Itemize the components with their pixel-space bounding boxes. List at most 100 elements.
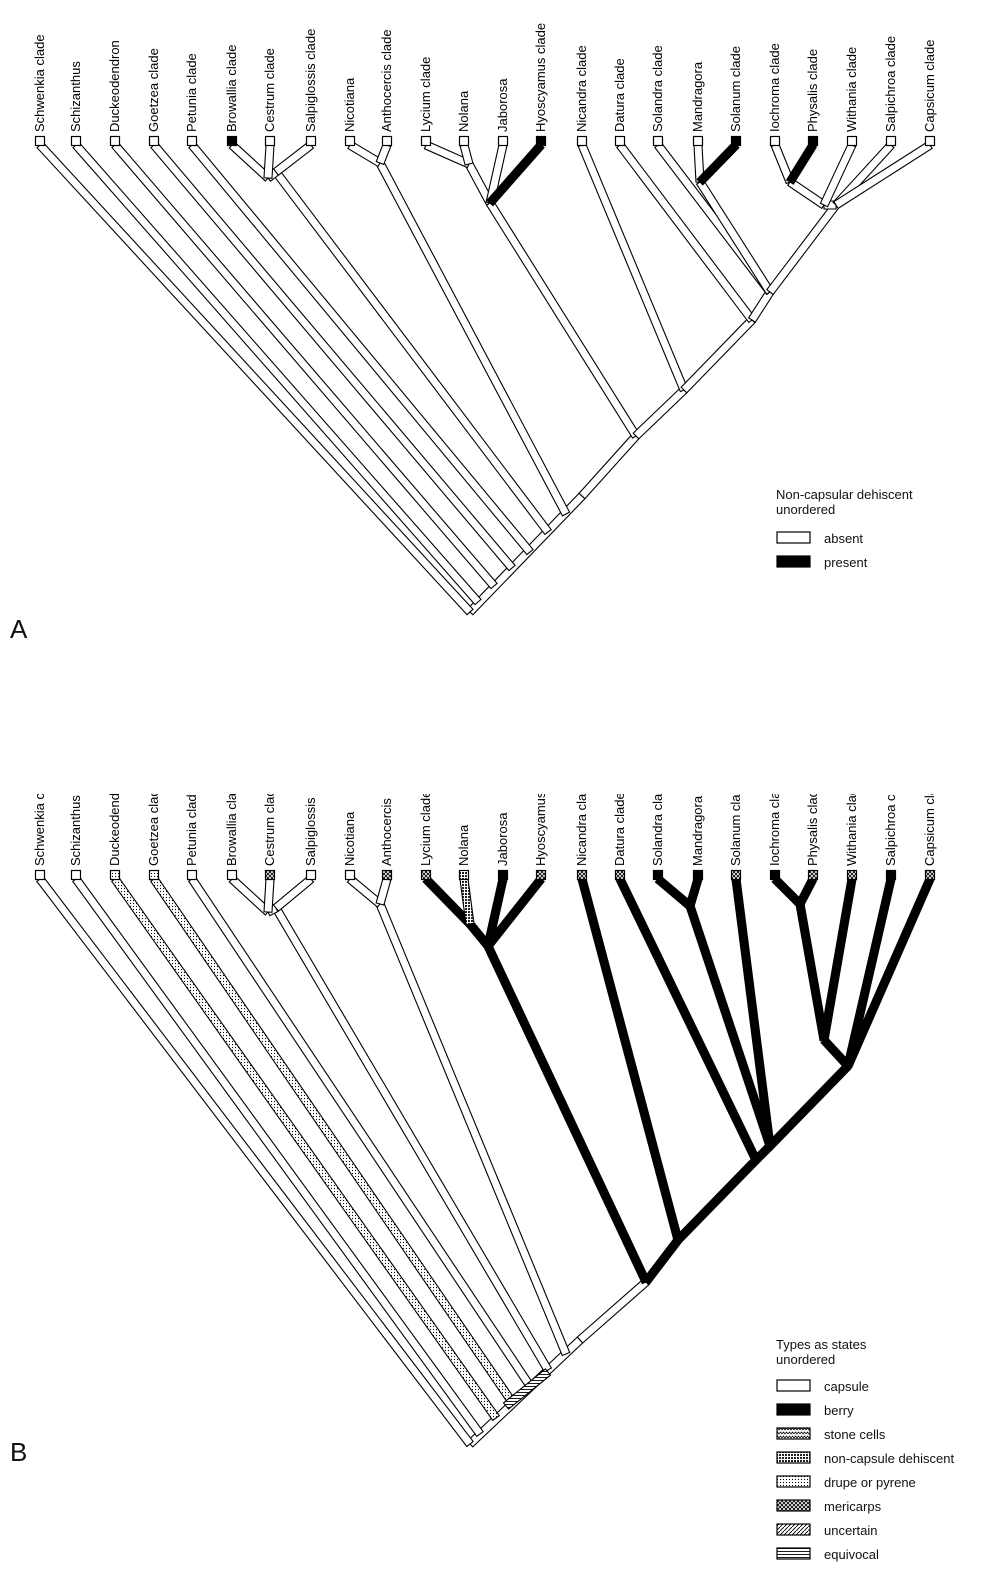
- taxon-label: Nicandra clade: [574, 794, 589, 866]
- tip-box-3: [148, 869, 160, 881]
- mandragora-stem-branch: [695, 179, 775, 295]
- petunia-branch: [188, 141, 534, 556]
- taxon-label: Browallia clade: [224, 45, 239, 132]
- legend-label: equivocal: [824, 1547, 879, 1562]
- tip-box-16: [652, 135, 664, 147]
- taxon-label: Datura clade: [612, 58, 627, 132]
- tip-box-11: [458, 135, 470, 147]
- tip-box-23: [924, 135, 936, 147]
- tip-box-6: [264, 135, 276, 147]
- legend-swatch: [776, 1523, 811, 1536]
- core-stem-branch: [576, 1278, 650, 1344]
- capsicum-stem-branch: [766, 201, 840, 296]
- taxon-label: Nicotiana: [342, 77, 357, 132]
- taxon-label: Solanum clade: [728, 46, 743, 132]
- schwenkia-branch: [36, 141, 474, 616]
- tip-box-0: [34, 869, 46, 881]
- taxon-label: Schizanthus: [68, 795, 83, 866]
- taxon-label: Salpichroa clade: [883, 36, 898, 132]
- tip-box-14: [576, 869, 588, 881]
- schizanthus-branch: [71, 875, 485, 1438]
- tip-box-16: [652, 869, 664, 881]
- taxon-label: Petunia clade: [184, 794, 199, 866]
- taxon-label: Solanum clade: [728, 794, 743, 866]
- solanoid-stem-branch: [642, 1236, 682, 1286]
- tip-box-5: [226, 135, 238, 147]
- legend-label: non-capsule dehiscent: [824, 1451, 955, 1466]
- iochroma-physalis-branch: [786, 177, 828, 210]
- tip-box-21: [846, 135, 858, 147]
- equivocal-base-hatch: [502, 1368, 552, 1410]
- cestrum-branch: [263, 144, 275, 179]
- legend-label: uncertain: [824, 1523, 878, 1538]
- solandra-stem-branch: [747, 289, 775, 323]
- taxon-label: Salpichroa clade: [883, 794, 898, 866]
- tip-box-2: [109, 135, 121, 147]
- goetzea-branch: [149, 875, 517, 1406]
- tip-box-11: [458, 869, 470, 881]
- legend-label: berry: [824, 1403, 854, 1418]
- taxon-label: Duckeodendron: [107, 794, 122, 866]
- taxon-label: Anthocercis clade: [379, 794, 394, 866]
- taxon-label: Cestrum clade: [262, 794, 277, 866]
- tip-box-20: [807, 869, 819, 881]
- tip-box-22: [885, 869, 897, 881]
- withania-branch: [819, 877, 857, 1042]
- legend-label: present: [824, 555, 868, 570]
- tip-box-2: [109, 869, 121, 881]
- taxon-label: Iochroma clade: [767, 43, 782, 132]
- datura-stem-branch: [680, 316, 756, 394]
- tip-box-3: [148, 135, 160, 147]
- browallia-branch: [228, 875, 272, 916]
- taxon-label: Capsicum clade: [922, 40, 937, 133]
- legend-swatch: [776, 1547, 811, 1560]
- lycium-branch: [423, 140, 472, 169]
- tip-box-13: [535, 135, 547, 147]
- taxon-label: Capsicum clade: [922, 794, 937, 866]
- taxon-label: Jaborosa: [495, 812, 510, 866]
- taxon-label: Lycium clade: [418, 57, 433, 132]
- tip-box-10: [420, 869, 432, 881]
- tip-box-1: [70, 869, 82, 881]
- taxon-label: Physalis clade: [805, 49, 820, 132]
- physalis-branch: [795, 876, 818, 907]
- taxon-label: Physalis clade: [805, 794, 820, 866]
- taxon-label: Withania clade: [844, 47, 859, 132]
- tip-box-15: [614, 135, 626, 147]
- taxon-label: Schizanthus: [68, 61, 83, 132]
- legend-swatch: [776, 1499, 811, 1512]
- taxon-label: Petunia clade: [184, 53, 199, 132]
- taxon-label: Nicandra clade: [574, 45, 589, 132]
- solanoid-stem-branch: [632, 386, 688, 440]
- tip-box-7: [305, 135, 317, 147]
- legend-label: mericarps: [824, 1499, 882, 1514]
- cladogram-b: Schwenkia clade Schizanthus Duckeodendron G…: [0, 757, 987, 1588]
- tip-box-19: [769, 135, 781, 147]
- equivocal-base-branch: [502, 1368, 552, 1410]
- legend-label: capsule: [824, 1379, 869, 1394]
- taxon-label: Schwenkia clade: [32, 794, 47, 866]
- tip-box-15: [614, 869, 626, 881]
- tip-box-9: [381, 135, 393, 147]
- duckeodendron-branch: [111, 141, 498, 590]
- nicandra-branch: [577, 142, 689, 393]
- taxon-label: Iochroma clade: [767, 794, 782, 866]
- legend-label: stone cells: [824, 1427, 886, 1442]
- taxon-label: Hyoscyamus clade: [533, 794, 548, 866]
- tip-box-0: [34, 135, 46, 147]
- legend-swatch: [776, 1379, 811, 1392]
- schwenkia-branch: [36, 875, 474, 1448]
- browallia-branch: [228, 141, 272, 182]
- goetzea-branch: [150, 141, 516, 572]
- solandra-branch: [654, 875, 694, 910]
- legend-swatch: [776, 531, 811, 544]
- legend-swatch: [776, 555, 811, 568]
- tip-box-17: [692, 135, 704, 147]
- tip-box-17: [692, 869, 704, 881]
- tip-box-21: [846, 869, 858, 881]
- nicotiana-branch: [347, 140, 383, 168]
- petunia-branch: [187, 876, 535, 1389]
- legend-label: absent: [824, 531, 864, 546]
- taxon-label: Nolana: [456, 824, 471, 866]
- legend-b-subtitle: unordered: [776, 1352, 836, 1367]
